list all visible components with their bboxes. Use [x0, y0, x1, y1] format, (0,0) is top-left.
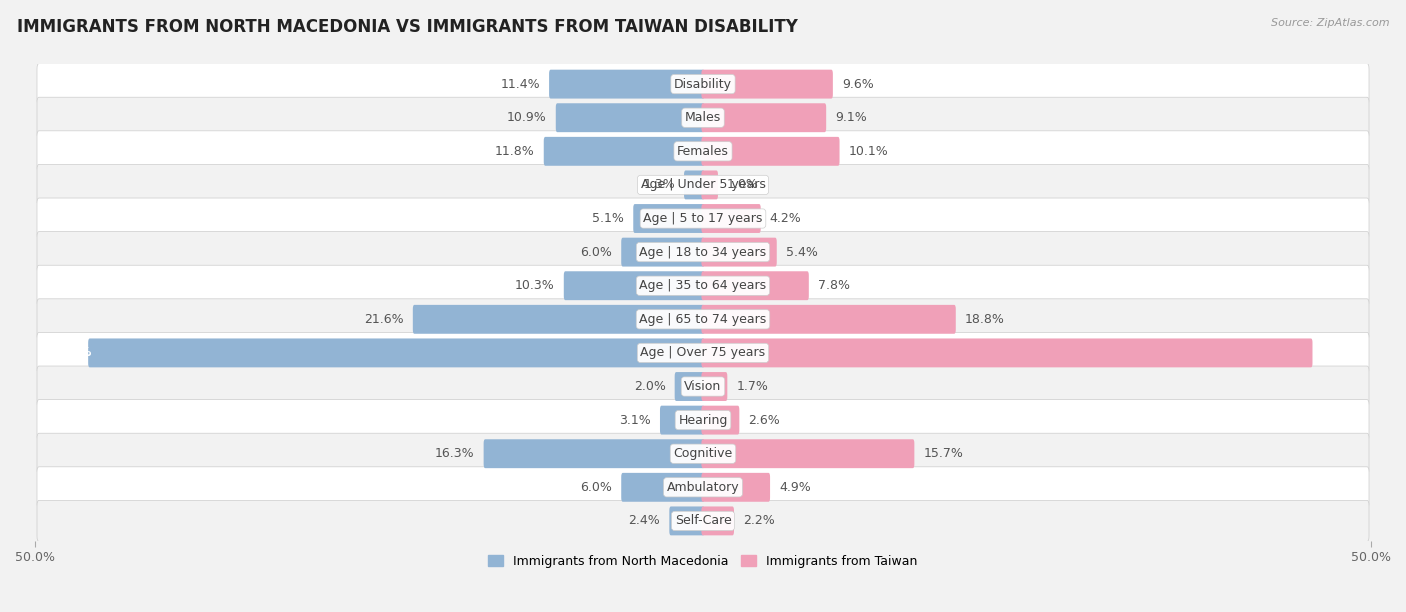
FancyBboxPatch shape: [633, 204, 704, 233]
Text: 11.4%: 11.4%: [501, 78, 540, 91]
Text: 2.4%: 2.4%: [628, 515, 661, 528]
FancyBboxPatch shape: [702, 237, 776, 267]
Text: Males: Males: [685, 111, 721, 124]
Text: Age | Under 5 years: Age | Under 5 years: [641, 179, 765, 192]
Text: 2.2%: 2.2%: [744, 515, 775, 528]
FancyBboxPatch shape: [675, 372, 704, 401]
Text: IMMIGRANTS FROM NORTH MACEDONIA VS IMMIGRANTS FROM TAIWAN DISABILITY: IMMIGRANTS FROM NORTH MACEDONIA VS IMMIG…: [17, 18, 797, 36]
Text: Age | 5 to 17 years: Age | 5 to 17 years: [644, 212, 762, 225]
Text: 4.9%: 4.9%: [779, 481, 811, 494]
Text: Age | 18 to 34 years: Age | 18 to 34 years: [640, 245, 766, 259]
Text: 5.4%: 5.4%: [786, 245, 818, 259]
Text: Females: Females: [678, 145, 728, 158]
Text: Cognitive: Cognitive: [673, 447, 733, 460]
FancyBboxPatch shape: [37, 165, 1369, 206]
FancyBboxPatch shape: [702, 137, 839, 166]
FancyBboxPatch shape: [685, 171, 704, 200]
Text: 2.6%: 2.6%: [748, 414, 780, 427]
FancyBboxPatch shape: [702, 372, 727, 401]
FancyBboxPatch shape: [37, 366, 1369, 407]
FancyBboxPatch shape: [37, 501, 1369, 542]
Text: Age | 35 to 64 years: Age | 35 to 64 years: [640, 279, 766, 292]
FancyBboxPatch shape: [659, 406, 704, 435]
FancyBboxPatch shape: [702, 70, 832, 99]
FancyBboxPatch shape: [37, 131, 1369, 172]
Text: Vision: Vision: [685, 380, 721, 393]
Text: 6.0%: 6.0%: [581, 481, 612, 494]
FancyBboxPatch shape: [37, 265, 1369, 306]
Text: 10.9%: 10.9%: [508, 111, 547, 124]
FancyBboxPatch shape: [702, 305, 956, 334]
Text: 3.1%: 3.1%: [619, 414, 651, 427]
Text: 1.7%: 1.7%: [737, 380, 768, 393]
FancyBboxPatch shape: [669, 507, 704, 536]
FancyBboxPatch shape: [484, 439, 704, 468]
FancyBboxPatch shape: [702, 338, 1312, 367]
FancyBboxPatch shape: [37, 433, 1369, 474]
Text: 15.7%: 15.7%: [924, 447, 963, 460]
FancyBboxPatch shape: [702, 439, 914, 468]
Text: 18.8%: 18.8%: [965, 313, 1005, 326]
Text: 5.1%: 5.1%: [592, 212, 624, 225]
FancyBboxPatch shape: [37, 97, 1369, 138]
Text: 4.2%: 4.2%: [770, 212, 801, 225]
Text: Disability: Disability: [673, 78, 733, 91]
FancyBboxPatch shape: [702, 204, 761, 233]
Text: 10.1%: 10.1%: [849, 145, 889, 158]
Text: 45.5%: 45.5%: [1315, 346, 1358, 359]
Text: 9.1%: 9.1%: [835, 111, 868, 124]
Text: 10.3%: 10.3%: [515, 279, 555, 292]
FancyBboxPatch shape: [555, 103, 704, 132]
FancyBboxPatch shape: [702, 473, 770, 502]
Legend: Immigrants from North Macedonia, Immigrants from Taiwan: Immigrants from North Macedonia, Immigra…: [484, 550, 922, 573]
FancyBboxPatch shape: [564, 271, 704, 300]
FancyBboxPatch shape: [702, 507, 734, 536]
FancyBboxPatch shape: [37, 231, 1369, 272]
Text: Age | 65 to 74 years: Age | 65 to 74 years: [640, 313, 766, 326]
Text: 9.6%: 9.6%: [842, 78, 873, 91]
Text: 21.6%: 21.6%: [364, 313, 404, 326]
FancyBboxPatch shape: [544, 137, 704, 166]
FancyBboxPatch shape: [621, 473, 704, 502]
FancyBboxPatch shape: [89, 338, 704, 367]
FancyBboxPatch shape: [702, 406, 740, 435]
Text: 1.0%: 1.0%: [727, 179, 759, 192]
Text: 7.8%: 7.8%: [818, 279, 849, 292]
FancyBboxPatch shape: [37, 64, 1369, 105]
Text: 2.0%: 2.0%: [634, 380, 665, 393]
Text: 6.0%: 6.0%: [581, 245, 612, 259]
Text: Ambulatory: Ambulatory: [666, 481, 740, 494]
FancyBboxPatch shape: [702, 103, 827, 132]
Text: 1.3%: 1.3%: [643, 179, 675, 192]
Text: 45.9%: 45.9%: [48, 346, 91, 359]
FancyBboxPatch shape: [413, 305, 704, 334]
FancyBboxPatch shape: [550, 70, 704, 99]
FancyBboxPatch shape: [37, 299, 1369, 340]
Text: Age | Over 75 years: Age | Over 75 years: [641, 346, 765, 359]
FancyBboxPatch shape: [37, 332, 1369, 373]
Text: 16.3%: 16.3%: [434, 447, 475, 460]
FancyBboxPatch shape: [621, 237, 704, 267]
FancyBboxPatch shape: [37, 467, 1369, 508]
FancyBboxPatch shape: [702, 271, 808, 300]
Text: Self-Care: Self-Care: [675, 515, 731, 528]
Text: Source: ZipAtlas.com: Source: ZipAtlas.com: [1271, 18, 1389, 28]
FancyBboxPatch shape: [702, 171, 718, 200]
FancyBboxPatch shape: [37, 400, 1369, 441]
Text: Hearing: Hearing: [678, 414, 728, 427]
Text: 11.8%: 11.8%: [495, 145, 534, 158]
FancyBboxPatch shape: [37, 198, 1369, 239]
